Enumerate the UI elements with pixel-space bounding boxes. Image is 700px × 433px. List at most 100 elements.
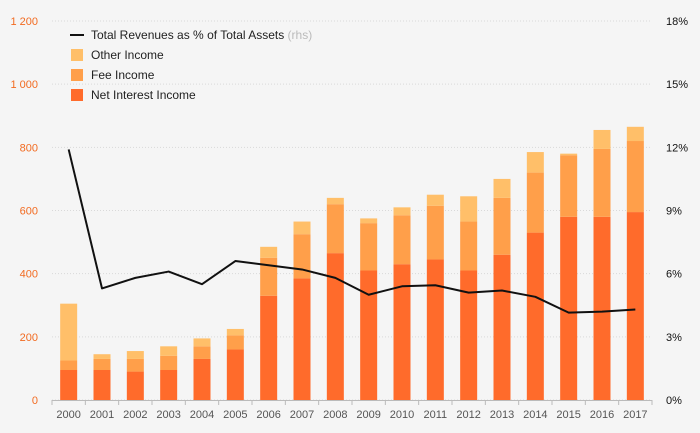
bar-segment xyxy=(626,126,644,142)
bar-segment xyxy=(126,351,144,359)
x-tick-label: 2010 xyxy=(390,409,414,421)
x-tick-label: 2017 xyxy=(623,409,647,421)
bar-segment xyxy=(193,338,211,347)
bar-segment xyxy=(426,205,444,260)
bar-segment xyxy=(293,234,311,279)
y-right-tick-label: 18% xyxy=(666,16,688,28)
bar-segment xyxy=(326,253,344,400)
bar-segment xyxy=(260,295,278,400)
bar-segment xyxy=(593,216,611,400)
bar-segment xyxy=(626,212,644,400)
bar-segment xyxy=(326,197,344,205)
bar-segment xyxy=(360,270,378,400)
bar-segment xyxy=(626,141,644,213)
y-left-tick-label: 1 000 xyxy=(10,79,38,91)
y-left-tick-label: 0 xyxy=(32,395,38,407)
bar-segment xyxy=(326,204,344,254)
bar-segment xyxy=(226,349,244,400)
line-series xyxy=(67,149,636,314)
revenue-ratio-line xyxy=(67,149,636,314)
bar-segment xyxy=(360,218,378,224)
x-tick-label: 2012 xyxy=(456,409,480,421)
legend-label: Total Revenues as % of Total Assets (rhs… xyxy=(91,28,312,42)
bar-segment xyxy=(560,153,578,156)
legend-suffix: (rhs) xyxy=(284,28,312,42)
y-left-tick-label: 200 xyxy=(20,332,38,344)
bar-segment xyxy=(60,303,78,361)
x-tick-label: 2004 xyxy=(190,409,214,421)
bar-segment xyxy=(493,254,511,400)
x-tick-label: 2006 xyxy=(256,409,280,421)
bar-segment xyxy=(360,223,378,271)
y-left-tick-label: 600 xyxy=(20,206,38,218)
y-left-tick-label: 800 xyxy=(20,142,38,154)
x-tick-label: 2005 xyxy=(223,409,247,421)
bar-segment xyxy=(126,371,144,400)
bar-segment xyxy=(393,215,411,265)
bar-segment xyxy=(93,358,111,370)
bar-segment xyxy=(526,232,544,400)
bar-segment xyxy=(526,172,544,233)
bar-segment xyxy=(460,196,478,222)
bar-segment xyxy=(493,178,511,198)
x-tick-label: 2008 xyxy=(323,409,347,421)
bar-segment xyxy=(160,346,178,356)
bar-segment xyxy=(460,270,478,400)
x-tick-label: 2002 xyxy=(123,409,147,421)
y-left-tick-label: 400 xyxy=(20,269,38,281)
y-right-tick-label: 3% xyxy=(666,332,682,344)
y-right-tick-label: 6% xyxy=(666,269,682,281)
x-tick-label: 2011 xyxy=(424,409,448,421)
bar-segment xyxy=(126,358,144,372)
bar-segment xyxy=(93,369,111,400)
bar-segment xyxy=(426,194,444,206)
bar-segment xyxy=(560,216,578,400)
bar-segment xyxy=(60,360,78,370)
bar-segment xyxy=(526,152,544,173)
x-tick-label: 2015 xyxy=(556,409,580,421)
bar-segment xyxy=(60,369,78,400)
bar-segment xyxy=(493,197,511,255)
bar-segment xyxy=(226,335,244,350)
bar-segment xyxy=(426,259,444,400)
bar-segment xyxy=(93,354,111,359)
bar-segment xyxy=(193,358,211,400)
y-right-tick-label: 0% xyxy=(666,395,682,407)
bar-segment xyxy=(293,278,311,400)
bar-segment xyxy=(460,221,478,271)
x-tick-label: 2016 xyxy=(590,409,614,421)
x-tick-label: 2009 xyxy=(356,409,380,421)
legend: Total Revenues as % of Total Assets (rhs… xyxy=(70,28,312,102)
bar-segment xyxy=(393,207,411,216)
legend-label: Other Income xyxy=(91,48,164,62)
x-tick-label: 2003 xyxy=(156,409,180,421)
bar-segment xyxy=(560,155,578,217)
x-tick-label: 2001 xyxy=(90,409,114,421)
bar-segment xyxy=(260,246,278,258)
y-right-tick-label: 15% xyxy=(666,79,688,91)
bar-segment xyxy=(293,221,311,235)
bar-series xyxy=(60,126,644,400)
bar-segment xyxy=(193,346,211,359)
legend-swatch xyxy=(71,69,83,81)
x-tick-label: 2000 xyxy=(56,409,80,421)
legend-label: Fee Income xyxy=(91,68,155,82)
x-tick-label: 2014 xyxy=(523,409,547,421)
legend-swatch xyxy=(71,89,83,101)
bar-segment xyxy=(393,264,411,400)
y-right-tick-label: 9% xyxy=(666,206,682,218)
bar-segment xyxy=(226,328,244,336)
bar-segment xyxy=(593,148,611,217)
y-left-tick-label: 1 200 xyxy=(10,16,38,28)
bar-segment xyxy=(160,369,178,400)
y-right-tick-label: 12% xyxy=(666,142,688,154)
bar-segment xyxy=(593,129,611,149)
legend-label: Net Interest Income xyxy=(91,88,196,102)
legend-swatch xyxy=(71,49,83,61)
bar-segment xyxy=(160,355,178,370)
x-tick-label: 2007 xyxy=(290,409,314,421)
x-tick-label: 2013 xyxy=(490,409,514,421)
axes: 0 200 400 600 800 1 000 1 200 0% 3% 6% 9% 12% 15% 18%… xyxy=(10,16,688,421)
